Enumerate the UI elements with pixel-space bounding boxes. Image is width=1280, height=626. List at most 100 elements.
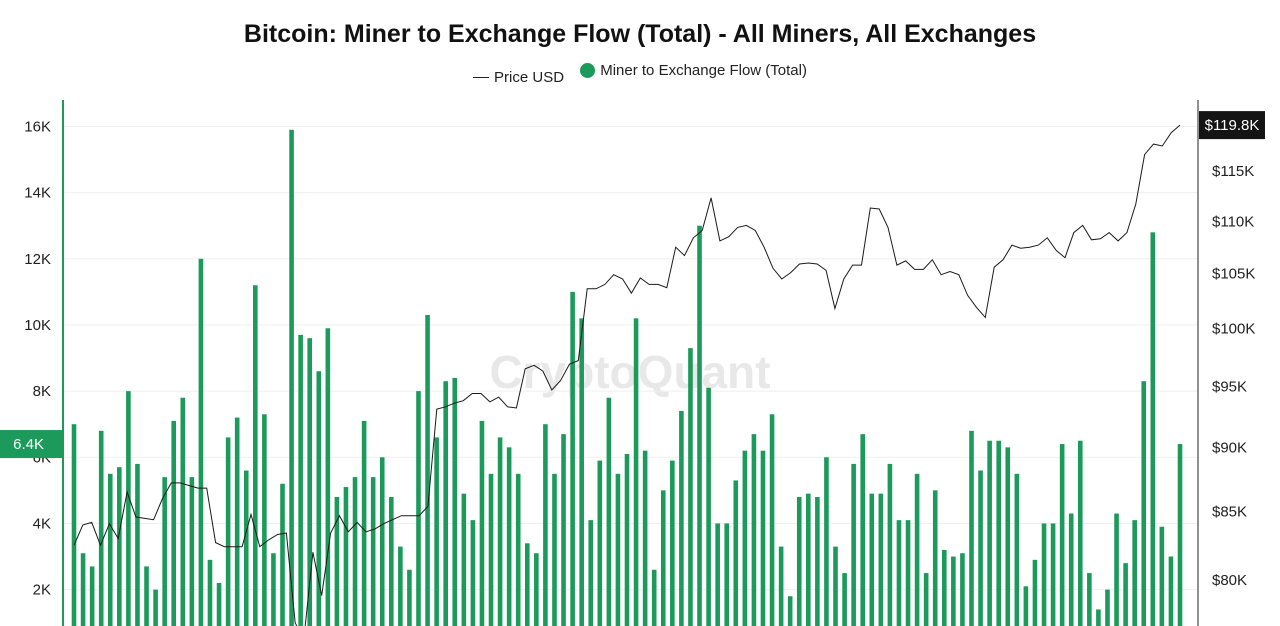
- flow-bar: [851, 463, 856, 626]
- flow-bar: [1087, 573, 1092, 626]
- flow-bar: [388, 496, 394, 626]
- flow-bar: [398, 546, 403, 626]
- right-tick-label: $90K: [1212, 439, 1247, 456]
- flow-bar: [343, 487, 349, 626]
- flow-bar: [126, 391, 131, 626]
- right-tick-label: $100K: [1212, 321, 1255, 338]
- flow-bar: [316, 371, 322, 626]
- right-tick-label: $110K: [1212, 213, 1254, 230]
- price-line: [73, 124, 1181, 626]
- flow-bar: [706, 387, 711, 626]
- legend-item-price[interactable]: Price USD: [473, 69, 564, 86]
- flow-bar: [969, 430, 974, 626]
- flow-bar: [253, 285, 258, 626]
- left-tick-label: 4K: [33, 515, 51, 532]
- flow-bar: [1132, 520, 1137, 626]
- flow-bar: [570, 291, 575, 626]
- flow-bar: [688, 348, 693, 626]
- flow-bar: [742, 450, 748, 626]
- flow-bar: [452, 377, 458, 626]
- right-tick-label: $80K: [1212, 572, 1247, 589]
- flow-bar: [588, 520, 594, 626]
- flow-bar: [307, 338, 313, 626]
- flow-marker-bg: [0, 430, 63, 459]
- flow-bar: [488, 473, 494, 626]
- flow-bar: [443, 381, 448, 626]
- flow-bar: [978, 470, 983, 626]
- flow-bar: [1023, 586, 1029, 626]
- flow-bar: [1014, 473, 1020, 626]
- flow-bar: [860, 434, 866, 626]
- flow-bar: [153, 589, 158, 626]
- flow-bar: [670, 460, 675, 626]
- flow-bar: [923, 573, 929, 626]
- flow-bar: [71, 424, 77, 626]
- flow-current-marker: 6.4K: [0, 430, 63, 459]
- flow-bar: [679, 410, 684, 626]
- flow-bar: [552, 473, 557, 626]
- flow-bar: [796, 496, 802, 626]
- flow-bar: [824, 457, 829, 626]
- flow-bar: [996, 440, 1001, 626]
- flow-bar: [1168, 556, 1174, 626]
- flow-bar: [579, 318, 584, 626]
- flow-bar: [361, 420, 367, 626]
- flow-bar: [89, 566, 95, 626]
- flow-bar: [951, 556, 956, 626]
- flow-bar: [162, 477, 167, 626]
- flow-bar: [243, 470, 249, 626]
- price-current-marker: $119.8K: [1199, 111, 1265, 140]
- price-marker-bg: [1199, 111, 1265, 140]
- flow-bar: [298, 334, 303, 626]
- flow-bar: [1050, 523, 1056, 626]
- flow-bar: [189, 477, 195, 626]
- flow-bar: [434, 437, 439, 626]
- flow-bar: [144, 566, 149, 626]
- right-tick-label: $105K: [1212, 266, 1255, 283]
- flow-bar: [651, 569, 657, 626]
- flow-bar: [833, 546, 838, 626]
- flow-bar: [1150, 232, 1156, 626]
- legend-item-flow[interactable]: Miner to Exchange Flow (Total): [580, 62, 807, 79]
- flow-bar: [334, 496, 340, 626]
- flow-bar: [370, 477, 376, 626]
- flow-bar: [697, 225, 702, 626]
- flow-bar: [289, 129, 294, 626]
- flow-bar: [1041, 523, 1047, 626]
- flow-bar: [1159, 526, 1165, 626]
- flow-bar: [280, 483, 285, 626]
- flow-bar: [633, 318, 639, 626]
- flow-bar: [806, 493, 811, 626]
- legend-label-flow: Miner to Exchange Flow (Total): [600, 62, 807, 79]
- flow-bar: [80, 553, 86, 626]
- flow-bar: [760, 450, 766, 626]
- flow-bar: [207, 559, 213, 626]
- chart-title: Bitcoin: Miner to Exchange Flow (Total) …: [243, 20, 1037, 48]
- flow-bar: [905, 520, 911, 626]
- flow-bar: [506, 447, 512, 626]
- flow-bar: [98, 430, 104, 626]
- right-tick-label: $95K: [1212, 378, 1247, 395]
- flow-bars: [71, 129, 1183, 626]
- flow-bar: [1005, 447, 1011, 626]
- flow-bar: [262, 414, 267, 626]
- left-tick-label: 10K: [24, 317, 51, 334]
- right-tick-label: $115K: [1212, 163, 1254, 180]
- flow-bar: [524, 543, 530, 626]
- left-axis-ticks: 2K4K6K8K10K12K14K16K: [24, 118, 51, 598]
- flow-bar: [198, 258, 204, 626]
- flow-bar: [715, 523, 720, 626]
- legend-dot-swatch: [580, 63, 596, 78]
- flow-bar: [842, 573, 847, 626]
- left-tick-label: 16K: [24, 118, 51, 135]
- flow-bar: [615, 473, 621, 626]
- flow-bar: [1032, 559, 1038, 626]
- flow-bar: [379, 457, 385, 626]
- flow-bar: [787, 596, 793, 626]
- flow-bar: [561, 434, 566, 626]
- flow-marker-label: 6.4K: [13, 436, 44, 453]
- flow-bar: [479, 420, 485, 626]
- flow-bar: [135, 463, 140, 626]
- flow-bar: [352, 477, 358, 626]
